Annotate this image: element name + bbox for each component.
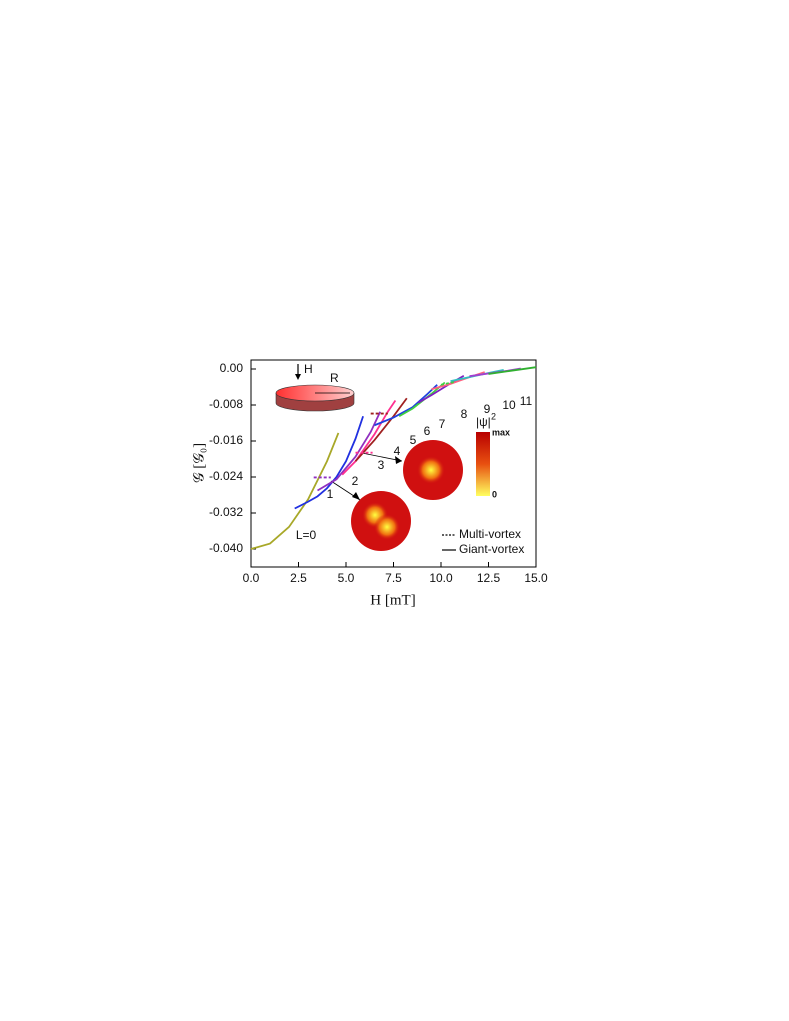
curve-label: 8 — [461, 407, 468, 421]
colorbar-max: max — [492, 427, 510, 437]
giant-vortex-line — [374, 384, 438, 427]
giant-vortex-line — [354, 397, 408, 462]
colorbar: |ψ| 2 max 0 — [476, 411, 510, 499]
x-tick-label: 10.0 — [429, 571, 453, 585]
y-tick-label: -0.040 — [209, 541, 243, 555]
x-tick-label: 0.0 — [243, 571, 260, 585]
curve-label: 10 — [502, 398, 516, 412]
curve-label: 9 — [484, 402, 491, 416]
giant-vortex-line — [250, 432, 340, 550]
field-label: H — [304, 362, 313, 376]
curve-label: 4 — [394, 444, 401, 458]
radius-label: R — [330, 371, 339, 385]
disk-inset: H R — [275, 362, 355, 412]
curve-label: 2 — [352, 474, 359, 488]
x-axis-title: H [mT] — [370, 592, 415, 608]
curve-label: 11 — [520, 394, 533, 408]
y-tick-label: -0.024 — [209, 469, 243, 483]
curve-label: 5 — [410, 433, 417, 447]
x-tick-label: 12.5 — [477, 571, 501, 585]
y-tick-label: -0.016 — [209, 433, 243, 447]
colorbar-min: 0 — [492, 489, 497, 499]
density-images — [330, 440, 463, 551]
y-tick-label: -0.032 — [209, 505, 243, 519]
curve-label: L=0 — [296, 528, 317, 542]
legend-label: Multi-vortex — [459, 527, 521, 541]
curve-label: 6 — [424, 424, 431, 438]
colorbar-label: |ψ| — [476, 415, 491, 429]
x-tick-label: 7.5 — [385, 571, 402, 585]
giant-vortex-line — [317, 411, 382, 492]
y-tick-label: 0.00 — [220, 361, 244, 375]
x-tick-label: 15.0 — [524, 571, 548, 585]
curve-label: 7 — [439, 417, 446, 431]
multi-vortex-line — [440, 381, 455, 386]
y-axis-title: 𝒢 [𝒢₀] — [191, 443, 207, 483]
giant-vortex-line — [488, 366, 537, 375]
giant-vortex-line — [341, 399, 397, 476]
legend-label: Giant-vortex — [459, 542, 524, 556]
curve-label: 1 — [327, 487, 334, 501]
y-tick-label: -0.008 — [209, 397, 243, 411]
colorbar-power: 2 — [491, 411, 496, 421]
x-tick-label: 2.5 — [290, 571, 307, 585]
curve-label: 3 — [378, 458, 385, 472]
x-tick-label: 5.0 — [338, 571, 355, 585]
